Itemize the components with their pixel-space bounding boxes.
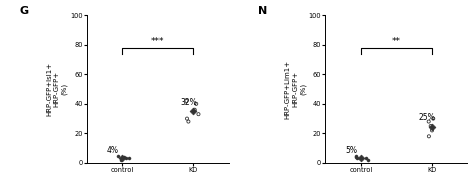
- Point: [364, 159, 371, 161]
- Text: N: N: [257, 6, 267, 16]
- Point: [125, 157, 133, 160]
- Point: [191, 108, 199, 111]
- Text: G: G: [19, 6, 28, 16]
- Text: 25%: 25%: [419, 113, 436, 122]
- Point: [120, 156, 128, 158]
- Point: [428, 125, 436, 128]
- Point: [429, 117, 437, 120]
- Point: [353, 156, 361, 159]
- Point: [362, 157, 369, 160]
- Point: [183, 117, 191, 120]
- Text: 4%: 4%: [107, 146, 119, 155]
- Point: [357, 156, 365, 159]
- Point: [184, 120, 192, 123]
- Text: 5%: 5%: [345, 146, 357, 155]
- Point: [195, 113, 202, 116]
- Point: [122, 156, 129, 159]
- Point: [114, 154, 121, 157]
- Point: [190, 110, 197, 113]
- Text: ***: ***: [151, 37, 164, 46]
- Point: [353, 156, 360, 158]
- Y-axis label: HRP-GFP+Lim1+
HRP-GFP+
(%): HRP-GFP+Lim1+ HRP-GFP+ (%): [284, 60, 306, 119]
- Point: [425, 135, 433, 138]
- Point: [427, 125, 435, 127]
- Text: 32%: 32%: [181, 98, 197, 107]
- Point: [353, 154, 360, 157]
- Point: [118, 156, 126, 159]
- Point: [425, 120, 432, 123]
- Point: [192, 102, 200, 105]
- Point: [182, 99, 190, 102]
- Point: [428, 129, 436, 132]
- Y-axis label: HRP-GFP+Isl1+
HRP-GFP+
(%): HRP-GFP+Isl1+ HRP-GFP+ (%): [46, 62, 67, 116]
- Text: **: **: [392, 37, 401, 46]
- Point: [117, 159, 125, 161]
